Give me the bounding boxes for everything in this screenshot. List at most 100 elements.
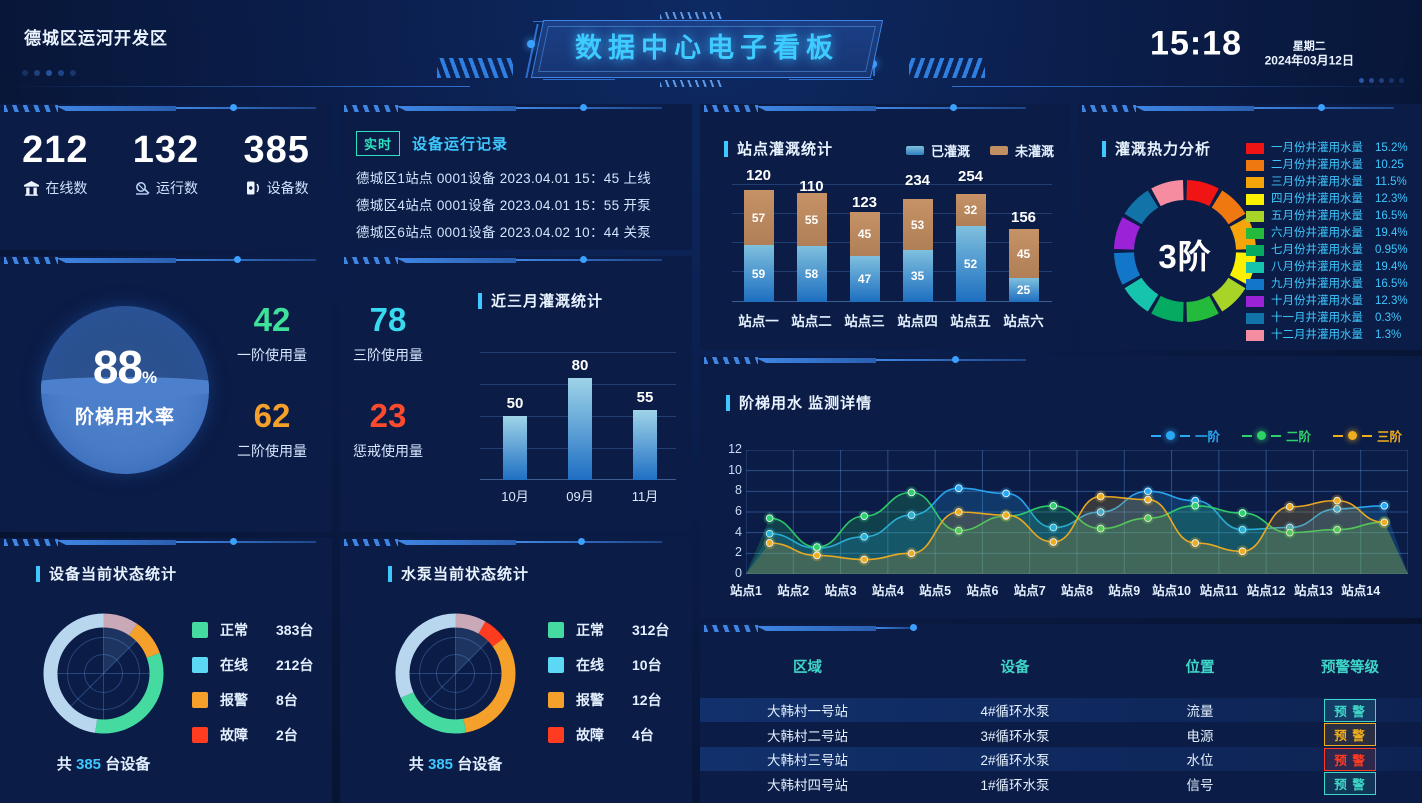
donut-slice[interactable] [1185,180,1219,207]
legend-swatch [1246,278,1264,290]
legend-value: 16.5% [1375,210,1408,222]
data-point[interactable] [954,526,963,535]
data-point[interactable] [954,508,963,516]
legend-label: 五月份井灌用水量 [1271,210,1363,222]
heat-legend-item[interactable]: 九月份井灌用水量 16.5% [1246,276,1408,292]
data-point[interactable] [813,551,821,560]
line-series[interactable] [769,495,1385,561]
data-point[interactable] [1333,505,1341,513]
legend-item-tier3[interactable]: 三阶 [1332,426,1402,445]
data-point[interactable] [1285,502,1294,511]
donut-slice[interactable] [1151,180,1185,207]
status-legend-item[interactable]: 在线 10台 [548,655,669,675]
heat-legend-item[interactable]: 六月份井灌用水量 19.4% [1246,225,1408,241]
heat-legend-item[interactable]: 二月份井灌用水量 10.25 [1246,157,1408,173]
donut-slice[interactable] [1185,295,1219,322]
data-point[interactable] [813,543,821,551]
data-point[interactable] [1285,528,1294,537]
status-ring-segment[interactable] [400,691,466,734]
table-row[interactable]: 大韩村三号站 2#循环水泵 水位 预 警 [700,747,1422,771]
data-point[interactable] [1191,539,1200,547]
table-row[interactable]: 大韩村四号站 1#循环水泵 信号 预 警 [700,772,1422,796]
data-point[interactable] [1049,501,1058,510]
heat-legend-item[interactable]: 十二月井灌用水量 1.3% [1246,327,1408,343]
status-ring-segment[interactable] [95,652,164,734]
cell-area: 大韩村二号站 [767,728,848,744]
status-badge[interactable]: 预 警 [1324,772,1376,795]
legend-item-tier1[interactable]: 一阶 [1150,426,1220,445]
status-legend-item[interactable]: 报警 8台 [192,690,313,710]
line-series[interactable] [769,487,1385,549]
legend-item-irrigated[interactable]: 已灌溉 [905,141,970,160]
donut-slice[interactable] [1124,190,1159,225]
radar-donut-svg [395,613,516,734]
status-badge[interactable]: 预 警 [1324,723,1376,746]
heat-legend-item[interactable]: 十一月井灌用水量 0.3% [1246,310,1408,326]
status-ring-segment[interactable] [478,621,505,647]
data-point[interactable] [907,488,916,497]
data-point[interactable] [765,529,774,538]
data-point[interactable] [1144,495,1152,504]
status-ring-segment[interactable] [463,638,516,733]
col-header-position: 位置 [1185,660,1215,676]
heat-legend-item[interactable]: 十月份井灌用水量 12.3% [1246,293,1408,309]
status-badge[interactable]: 预 警 [1324,747,1376,771]
data-point[interactable] [907,549,916,558]
donut-slice[interactable] [1211,190,1246,225]
donut-slice[interactable] [1124,277,1159,312]
status-legend-item[interactable]: 在线 212台 [192,655,313,675]
data-point[interactable] [1144,487,1152,496]
heat-legend-item[interactable]: 五月份井灌用水量 16.5% [1246,208,1408,224]
data-point[interactable] [1191,501,1200,510]
data-point[interactable] [1049,538,1058,546]
donut-slice[interactable] [1114,251,1141,285]
status-legend-item[interactable]: 报警 12台 [548,690,669,710]
status-ring-segment[interactable] [395,613,456,698]
data-point[interactable] [765,514,774,523]
data-point[interactable] [1096,492,1105,501]
status-legend-item[interactable]: 正常 312台 [548,620,669,640]
table-row[interactable]: 大韩村二号站 3#循环水泵 电源 预 警 [700,723,1422,747]
data-point[interactable] [860,512,869,520]
donut-slice[interactable] [1114,217,1141,251]
data-point[interactable] [1096,508,1105,516]
data-point[interactable] [1333,496,1341,505]
data-point[interactable] [1002,489,1010,498]
status-ring-segment[interactable] [455,613,486,634]
status-legend-item[interactable]: 故障 4台 [548,725,669,745]
donut-slice[interactable] [1211,277,1246,312]
data-point[interactable] [1049,523,1058,532]
status-legend-item[interactable]: 正常 383台 [192,620,313,640]
data-point[interactable] [1333,525,1341,534]
y-tick-label: 12 [728,442,742,456]
heat-legend-item[interactable]: 三月份井灌用水量 11.5% [1246,174,1408,190]
data-point[interactable] [1380,501,1389,510]
status-ring-segment[interactable] [43,613,104,733]
status-legend-item[interactable]: 故障 2台 [192,725,313,745]
data-point[interactable] [860,555,869,564]
status-ring-segment[interactable] [128,623,160,659]
data-point[interactable] [1096,524,1105,533]
data-point[interactable] [954,484,963,493]
data-point[interactable] [907,511,916,519]
heat-legend-item[interactable]: 七月份井灌用水量 0.95% [1246,242,1408,258]
table-row[interactable]: 大韩村一号站 4#循环水泵 流量 预 警 [700,698,1422,722]
data-point[interactable] [765,539,774,547]
data-point[interactable] [1238,525,1247,534]
data-point[interactable] [1238,509,1247,517]
heat-legend-item[interactable]: 八月份井灌用水量 19.4% [1246,259,1408,275]
data-point[interactable] [1002,511,1010,519]
status-badge[interactable]: 预 警 [1324,698,1376,722]
data-point[interactable] [1144,514,1152,523]
data-point[interactable] [1380,518,1389,527]
data-point[interactable] [860,532,869,541]
heat-legend-item[interactable]: 四月份井灌用水量 12.3% [1246,191,1408,207]
donut-slice[interactable] [1229,217,1256,251]
legend-item-not-irrigated[interactable]: 未灌溉 [989,141,1054,160]
donut-slice[interactable] [1229,251,1256,285]
donut-slice[interactable] [1151,295,1185,322]
status-ring-segment[interactable] [103,613,138,636]
legend-item-tier2[interactable]: 二阶 [1241,426,1311,445]
heat-legend-item[interactable]: 一月份井灌用水量 15.2% [1246,140,1408,156]
data-point[interactable] [1238,547,1247,556]
